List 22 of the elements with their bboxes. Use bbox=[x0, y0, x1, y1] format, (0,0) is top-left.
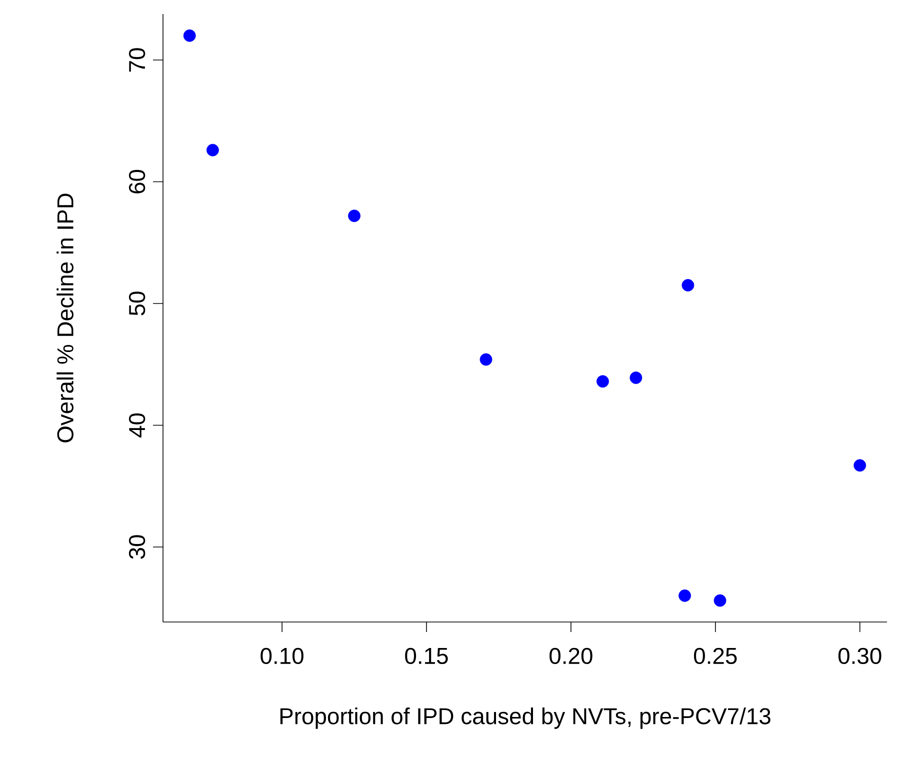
point bbox=[348, 210, 360, 222]
x-tick-label: 0.30 bbox=[838, 648, 882, 664]
y-tick-label: 30 bbox=[128, 535, 146, 559]
x-tick-label: 0.20 bbox=[550, 648, 592, 664]
x-tick-label: 0.25 bbox=[694, 648, 737, 664]
y-axis-title: Overall % Decline in IPD bbox=[56, 194, 74, 442]
point bbox=[480, 353, 492, 366]
point bbox=[183, 29, 196, 42]
point bbox=[678, 589, 691, 602]
point bbox=[854, 459, 866, 472]
point bbox=[206, 144, 219, 156]
point bbox=[630, 372, 642, 384]
y-tick-label: 50 bbox=[128, 292, 146, 316]
y-tick-label: 60 bbox=[128, 170, 146, 194]
x-axis-title: Proportion of IPD caused by NVTs, pre-PCV7/13 bbox=[280, 708, 770, 729]
x-tick-label: 0.15 bbox=[405, 648, 448, 664]
point bbox=[682, 279, 694, 292]
y-tick-label: 40 bbox=[128, 413, 146, 438]
point bbox=[714, 594, 726, 607]
y-tick-label: 70 bbox=[128, 48, 146, 72]
point bbox=[596, 375, 609, 388]
x-tick-label: 0.10 bbox=[260, 648, 304, 664]
